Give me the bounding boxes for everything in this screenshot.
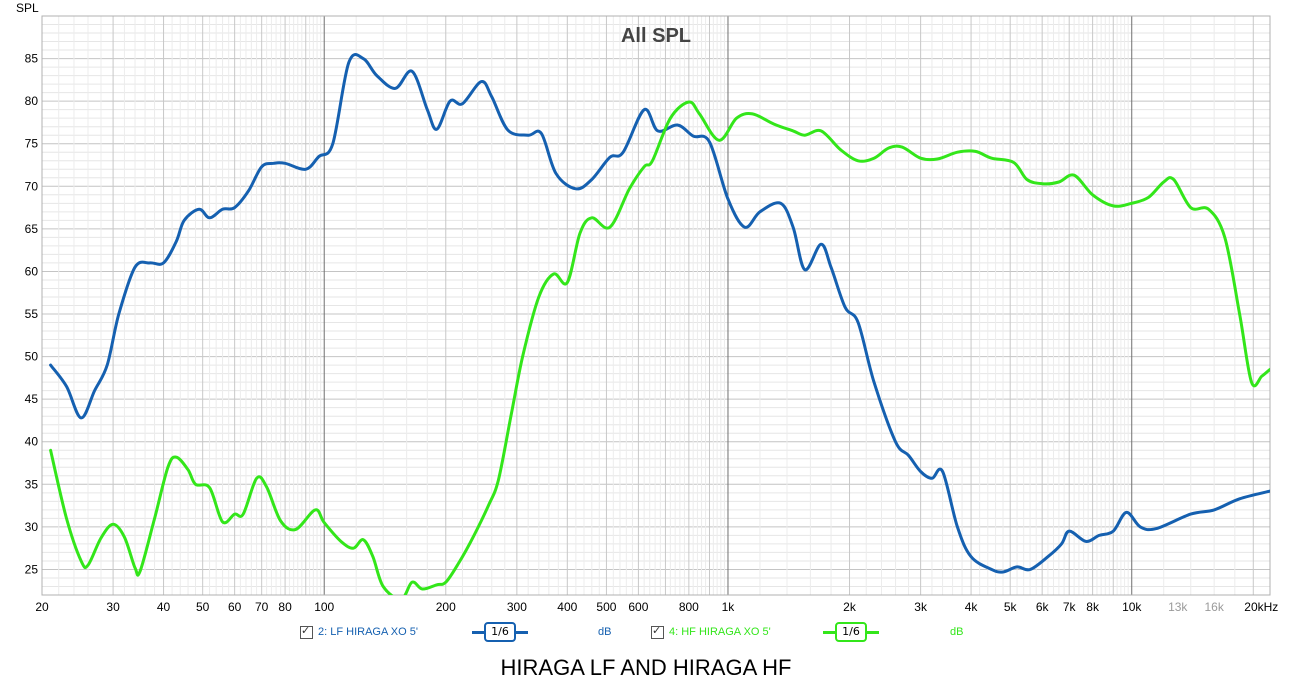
x-tick-label: 20kHz — [1244, 600, 1278, 614]
x-tick-label: 500 — [596, 600, 616, 614]
x-tick-label: 16k — [1204, 600, 1224, 614]
x-tick-label: 4k — [965, 600, 979, 614]
x-tick-label: 30 — [106, 600, 120, 614]
x-tick-label: 200 — [436, 600, 456, 614]
series-line-hf — [49, 100, 1270, 595]
y-tick-label: 40 — [25, 435, 39, 449]
y-tick-label: 35 — [25, 477, 39, 491]
hf-unit: dB — [950, 622, 963, 642]
y-tick-label: 80 — [25, 94, 39, 108]
y-tick-label: 55 — [25, 307, 39, 321]
y-tick-label: 85 — [25, 52, 39, 66]
y-axis-label: SPL — [16, 1, 39, 15]
plot-frame — [41, 15, 1271, 596]
x-tick-label: 60 — [228, 600, 242, 614]
series-lines — [49, 53, 1270, 595]
x-tick-label: 400 — [557, 600, 577, 614]
hf-unit-label: dB — [950, 626, 964, 638]
lf-smoothing-control[interactable]: 1/6 — [472, 622, 528, 642]
lf-smoothing-badge[interactable]: 1/6 — [484, 622, 516, 642]
x-tick-label: 8k — [1086, 600, 1100, 614]
x-tick-label: 5k — [1004, 600, 1018, 614]
legend-item-hf[interactable]: 4: HF HIRAGA XO 5' — [651, 622, 771, 642]
x-tick-label: 13k — [1168, 600, 1188, 614]
lf-unit-label: dB — [598, 626, 612, 638]
x-tick-label: 600 — [628, 600, 648, 614]
hf-smoothing-control[interactable]: 1/6 — [823, 622, 879, 642]
x-tick-label: 800 — [679, 600, 699, 614]
figure-caption: HIRAGA LF AND HIRAGA HF — [500, 655, 792, 680]
y-tick-label: 30 — [25, 520, 39, 534]
grid — [41, 15, 1271, 596]
x-tick-label: 70 — [255, 600, 269, 614]
y-tick-label: 50 — [25, 350, 39, 364]
y-tick-label: 25 — [25, 562, 39, 576]
hf-visibility-checkbox[interactable] — [651, 624, 664, 639]
x-tick-label: 7k — [1063, 600, 1077, 614]
x-tick-label: 1k — [722, 600, 736, 614]
x-tick-label: 2k — [843, 600, 857, 614]
chart-title: All SPL — [621, 25, 691, 47]
x-tick-label: 6k — [1036, 600, 1050, 614]
hf-smoothing-badge[interactable]: 1/6 — [835, 622, 867, 642]
y-tick-label: 65 — [25, 222, 39, 236]
legend-item-lf[interactable]: 2: LF HIRAGA XO 5' — [300, 622, 418, 642]
x-tick-label: 80 — [278, 600, 292, 614]
x-tick-label: 50 — [196, 600, 210, 614]
x-tick-label: 40 — [157, 600, 171, 614]
series-line-lf — [49, 53, 1270, 574]
x-tick-label: 300 — [507, 600, 527, 614]
x-tick-label: 100 — [314, 600, 334, 614]
y-tick-label: 70 — [25, 179, 39, 193]
x-tick-label: 10k — [1122, 600, 1142, 614]
y-tick-label: 45 — [25, 392, 39, 406]
hf-series-label[interactable]: 4: HF HIRAGA XO 5' — [669, 626, 771, 638]
lf-visibility-checkbox[interactable] — [300, 624, 313, 639]
lf-series-label[interactable]: 2: LF HIRAGA XO 5' — [318, 626, 418, 638]
y-tick-label: 75 — [25, 137, 39, 151]
lf-unit: dB — [598, 622, 611, 642]
x-tick-label: 3k — [914, 600, 928, 614]
y-tick-label: 60 — [25, 264, 39, 278]
axis-ticks: 25 30 35 40 45 50 55 60 65 70 75 80 85 20 30 40 50 60 70 80… — [25, 52, 1279, 614]
x-tick-label: 20 — [35, 600, 49, 614]
